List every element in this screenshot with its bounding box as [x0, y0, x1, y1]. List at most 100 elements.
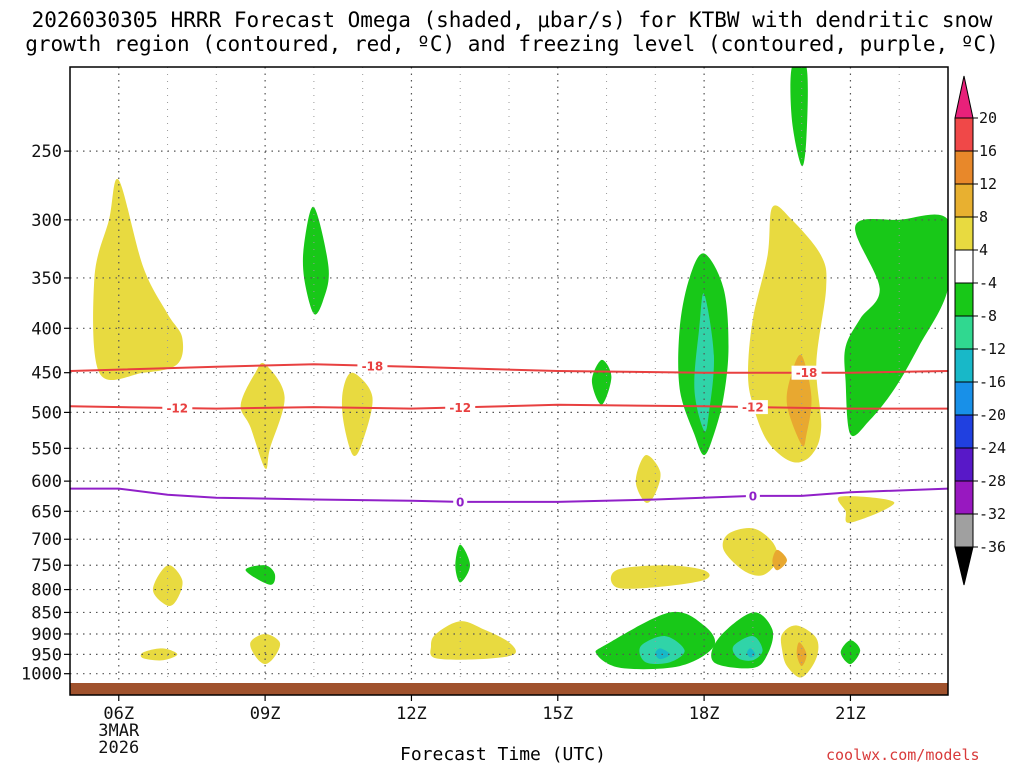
y-tick-label-650: 650	[31, 502, 62, 522]
y-axis: 2503003504004505005506006507007508008509…	[21, 142, 70, 685]
omega-region-y11	[250, 634, 281, 665]
contour-lines: -18 -18 -12 -12 -12 0 0	[69, 358, 949, 509]
ground-surface	[70, 683, 948, 695]
contour-label-bg	[453, 494, 468, 509]
colorbar-label-1: 16	[979, 142, 997, 160]
colorbar-arrow-top	[954, 75, 974, 119]
contour-dendritic-snow-upper	[69, 363, 949, 374]
colorbar-label-6: -8	[979, 307, 997, 325]
x-date-line-2: 2026	[98, 738, 139, 758]
credit-link[interactable]: coolwx.com/models	[826, 746, 980, 764]
colorbar-seg-8	[954, 381, 974, 416]
contour-label-freezing-level-6: 0	[749, 489, 757, 503]
colorbar-label-2: 12	[979, 175, 997, 193]
y-tick-label-1000: 1000	[21, 665, 62, 685]
omega-region-g07	[455, 544, 470, 583]
omega-region-y05	[635, 454, 661, 503]
contour-label-bg	[445, 400, 476, 415]
colorbar-seg-12	[954, 513, 974, 548]
colorbar: 20 16 12 8 4 -4 -8 -12 -16 -20 -24 -28 -32 -36	[954, 75, 1006, 586]
omega-region-y09	[722, 528, 778, 576]
colorbar-label-0: 20	[979, 109, 997, 127]
contour-label-bg	[737, 400, 768, 415]
omega-region-g01	[302, 206, 329, 315]
omega-region-b01	[655, 648, 670, 660]
colorbar-label-7: -12	[979, 340, 1006, 358]
contour-label-dendritic-snow-lower-2: -12	[166, 402, 188, 416]
omega-region-y06	[837, 496, 895, 523]
y-tick-label-450: 450	[31, 364, 62, 384]
colorbar-seg-11	[954, 480, 974, 515]
contour-label-bg	[791, 365, 822, 380]
chart-title: 2026030305 HRRR Forecast Omega (shaded, …	[0, 8, 1024, 56]
title-line-2: growth region (contoured, red, ºC) and f…	[25, 32, 999, 56]
x-tick-label-21Z: 21Z	[835, 704, 866, 724]
y-tick-label-700: 700	[31, 530, 62, 550]
omega-region-g05	[591, 359, 612, 405]
colorbar-label-12: -32	[979, 505, 1006, 523]
colorbar-seg-2	[954, 183, 974, 218]
y-tick-label-500: 500	[31, 403, 62, 423]
x-date-line-1: 3MAR	[98, 721, 140, 741]
colorbar-label-9: -20	[979, 406, 1006, 424]
contour-label-bg	[162, 401, 193, 416]
x-axis-title: Forecast Time (UTC)	[400, 744, 606, 765]
y-tick-label-550: 550	[31, 439, 62, 459]
y-tick-label-850: 850	[31, 603, 62, 623]
colorbar-label-3: 8	[979, 208, 988, 226]
colorbar-seg-7	[954, 348, 974, 383]
omega-region-o03	[796, 642, 807, 667]
colorbar-seg-6	[954, 315, 974, 350]
plot-frame	[69, 66, 949, 696]
omega-region-y08	[610, 565, 710, 589]
y-tick-label-900: 900	[31, 625, 62, 645]
omega-region-y04	[748, 205, 827, 463]
contour-label-bg	[745, 488, 760, 503]
omega-region-y10	[140, 648, 178, 661]
title-line-1: 2026030305 HRRR Forecast Omega (shaded, …	[31, 8, 993, 32]
omega-region-o02	[772, 549, 787, 571]
contour-label-dendritic-snow-upper-0: -18	[362, 359, 384, 373]
colorbar-arrow-bottom	[954, 546, 974, 586]
contour-label-dendritic-snow-lower-3: -12	[449, 401, 471, 415]
omega-region-y01	[93, 178, 184, 381]
omega-region-y12	[430, 621, 516, 660]
y-tick-label-300: 300	[31, 211, 62, 231]
y-tick-label-250: 250	[31, 142, 62, 162]
omega-shading	[93, 67, 948, 678]
x-tick-label-15Z: 15Z	[542, 704, 573, 724]
colorbar-seg-1	[954, 150, 974, 185]
colorbar-seg-4	[954, 249, 974, 284]
contour-label-dendritic-snow-lower-4: -12	[742, 401, 764, 415]
colorbar-seg-10	[954, 447, 974, 482]
x-tick-label-09Z: 09Z	[250, 704, 281, 724]
colorbar-seg-9	[954, 414, 974, 449]
x-tick-label-12Z: 12Z	[396, 704, 427, 724]
colorbar-label-10: -24	[979, 439, 1006, 457]
contour-freezing-level	[70, 487, 949, 503]
y-tick-label-400: 400	[31, 319, 62, 339]
colorbar-seg-3	[954, 216, 974, 251]
omega-region-g06	[245, 565, 276, 585]
contour-label-freezing-level-5: 0	[456, 495, 464, 509]
colorbar-label-5: -4	[979, 274, 997, 292]
colorbar-seg-0	[954, 117, 974, 152]
contour-label-bg	[357, 358, 388, 373]
y-tick-label-750: 750	[31, 556, 62, 576]
colorbar-label-8: -16	[979, 373, 1006, 391]
colorbar-label-4: 4	[979, 241, 988, 259]
colorbar-seg-5	[954, 282, 974, 317]
omega-region-y03	[341, 372, 373, 457]
omega-region-g03	[844, 214, 948, 436]
contour-dendritic-snow-lower	[69, 403, 948, 410]
contour-label-dendritic-snow-upper-1: -18	[796, 366, 818, 380]
omega-region-y02	[240, 362, 285, 470]
colorbar-label-13: -36	[979, 538, 1006, 556]
x-tick-label-06Z: 06Z	[103, 704, 134, 724]
colorbar-label-11: -28	[979, 472, 1006, 490]
x-tick-label-18Z: 18Z	[689, 704, 720, 724]
omega-region-g02	[790, 67, 808, 167]
y-tick-label-800: 800	[31, 581, 62, 601]
